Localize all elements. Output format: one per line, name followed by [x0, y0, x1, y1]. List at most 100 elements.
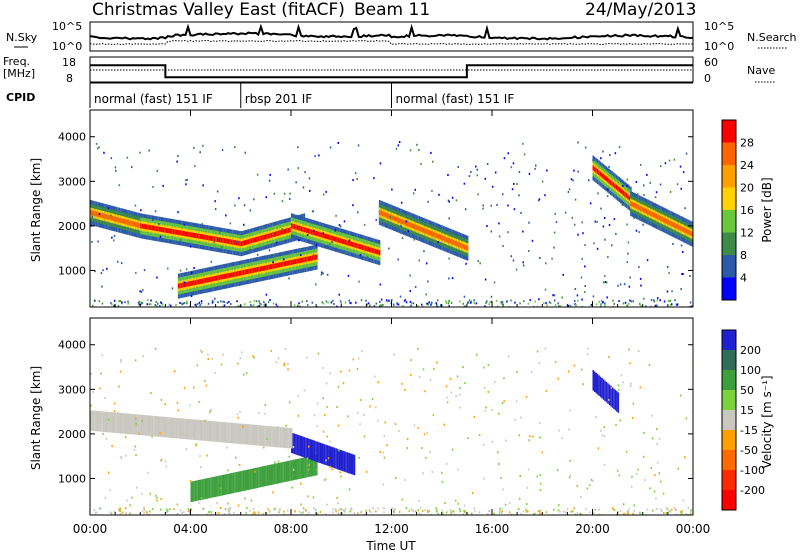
noise-cell	[186, 300, 188, 303]
noise-cell	[645, 305, 647, 307]
scatter-cell	[561, 437, 563, 440]
heatmap-cell	[461, 243, 463, 249]
noise-cell	[471, 512, 473, 515]
noise-cell	[437, 299, 439, 302]
noise-cell	[166, 508, 168, 511]
scatter-cell	[237, 504, 240, 507]
scatter-cell	[600, 207, 602, 210]
noise-cell	[449, 509, 451, 512]
noise-cell	[345, 507, 347, 510]
heatmap-cell	[209, 420, 211, 442]
noise-cell	[393, 303, 395, 306]
heatmap-cell	[236, 240, 238, 246]
heatmap-cell	[300, 226, 303, 232]
scatter-cell	[522, 142, 524, 145]
cpid-segment-label: normal (fast) 151 IF	[94, 92, 213, 106]
noise-cell	[363, 513, 366, 515]
scatter-cell	[239, 357, 241, 360]
noise-cell	[679, 511, 682, 514]
heatmap-cell	[284, 427, 286, 448]
scatter-cell	[179, 269, 182, 272]
date-label: 24/May/2013	[585, 0, 697, 20]
heatmap-cell	[314, 455, 317, 476]
scatter-cell	[207, 358, 209, 360]
scatter-cell	[383, 434, 385, 437]
noise-cell	[440, 304, 442, 307]
noise-cell	[127, 300, 129, 303]
scatter-cell	[206, 513, 208, 515]
scatter-cell	[189, 404, 191, 407]
scatter-cell	[327, 457, 330, 460]
noise-cell	[334, 508, 337, 511]
noise-cell	[669, 299, 671, 302]
scatter-cell	[523, 153, 526, 156]
scatter-cell	[491, 185, 494, 188]
heatmap-cell	[605, 381, 608, 403]
heatmap-cell	[621, 189, 623, 195]
heatmap-cell	[212, 236, 214, 242]
scatter-cell	[584, 285, 586, 287]
noise-cell	[450, 301, 453, 304]
noise-cell	[666, 507, 668, 510]
noise-cell	[391, 507, 393, 510]
heatmap-cell	[150, 225, 152, 231]
scatter-cell	[97, 240, 99, 243]
heatmap-cell	[249, 238, 251, 244]
heatmap-cell	[262, 466, 264, 487]
noise-cell	[381, 304, 383, 307]
noise-cell	[189, 305, 191, 307]
heatmap-cell	[650, 211, 652, 216]
scatter-cell	[315, 283, 317, 286]
scatter-cell	[394, 423, 397, 425]
scatter-cell	[588, 179, 590, 182]
noise-cell	[436, 303, 438, 306]
nsky-tick-bottom: 10^0	[52, 40, 82, 53]
heatmap-cell	[614, 183, 616, 189]
heatmap-cell	[331, 446, 333, 468]
heatmap-cell	[147, 224, 149, 230]
scatter-cell	[354, 172, 357, 175]
scatter-cell	[503, 157, 506, 160]
scatter-cell	[618, 146, 621, 149]
scatter-cell	[615, 232, 617, 235]
heatmap-cell	[236, 423, 238, 444]
noise-cell	[529, 299, 531, 302]
scatter-cell	[639, 386, 642, 389]
heatmap-cell	[275, 263, 277, 269]
heatmap-cell	[248, 268, 250, 274]
noise-cell	[146, 303, 148, 306]
heatmap-cell	[171, 417, 173, 438]
heatmap-cell	[393, 215, 395, 221]
noise-cell	[368, 509, 371, 512]
noise-cell	[332, 299, 334, 302]
heatmap-cell	[633, 202, 635, 208]
scatter-cell	[626, 178, 629, 181]
scatter-cell	[388, 247, 390, 250]
heatmap-cell	[142, 414, 144, 436]
noise-cell	[350, 507, 352, 510]
scatter-cell	[313, 414, 316, 417]
noise-cell	[263, 301, 265, 303]
scatter-cell	[629, 362, 631, 365]
scatter-cell	[684, 207, 686, 210]
scatter-cell	[90, 404, 92, 407]
heatmap-cell	[306, 256, 308, 262]
scatter-cell	[216, 502, 218, 504]
noise-cell	[506, 300, 508, 303]
scatter-cell	[95, 511, 98, 514]
scatter-cell	[538, 298, 540, 301]
heatmap-cell	[388, 214, 391, 219]
noise-cell	[129, 512, 131, 515]
heatmap-cell	[295, 224, 297, 230]
heatmap-cell	[225, 474, 228, 495]
scatter-cell	[322, 397, 324, 400]
heatmap-cell	[153, 415, 155, 437]
scatter-cell	[256, 173, 259, 176]
heatmap-cell	[193, 481, 195, 502]
noise-cell	[236, 300, 238, 303]
heatmap-cell	[228, 239, 230, 244]
scatter-cell	[269, 173, 271, 176]
scatter-cell	[507, 152, 509, 155]
scatter-cell	[587, 347, 589, 350]
scatter-cell	[457, 502, 459, 505]
